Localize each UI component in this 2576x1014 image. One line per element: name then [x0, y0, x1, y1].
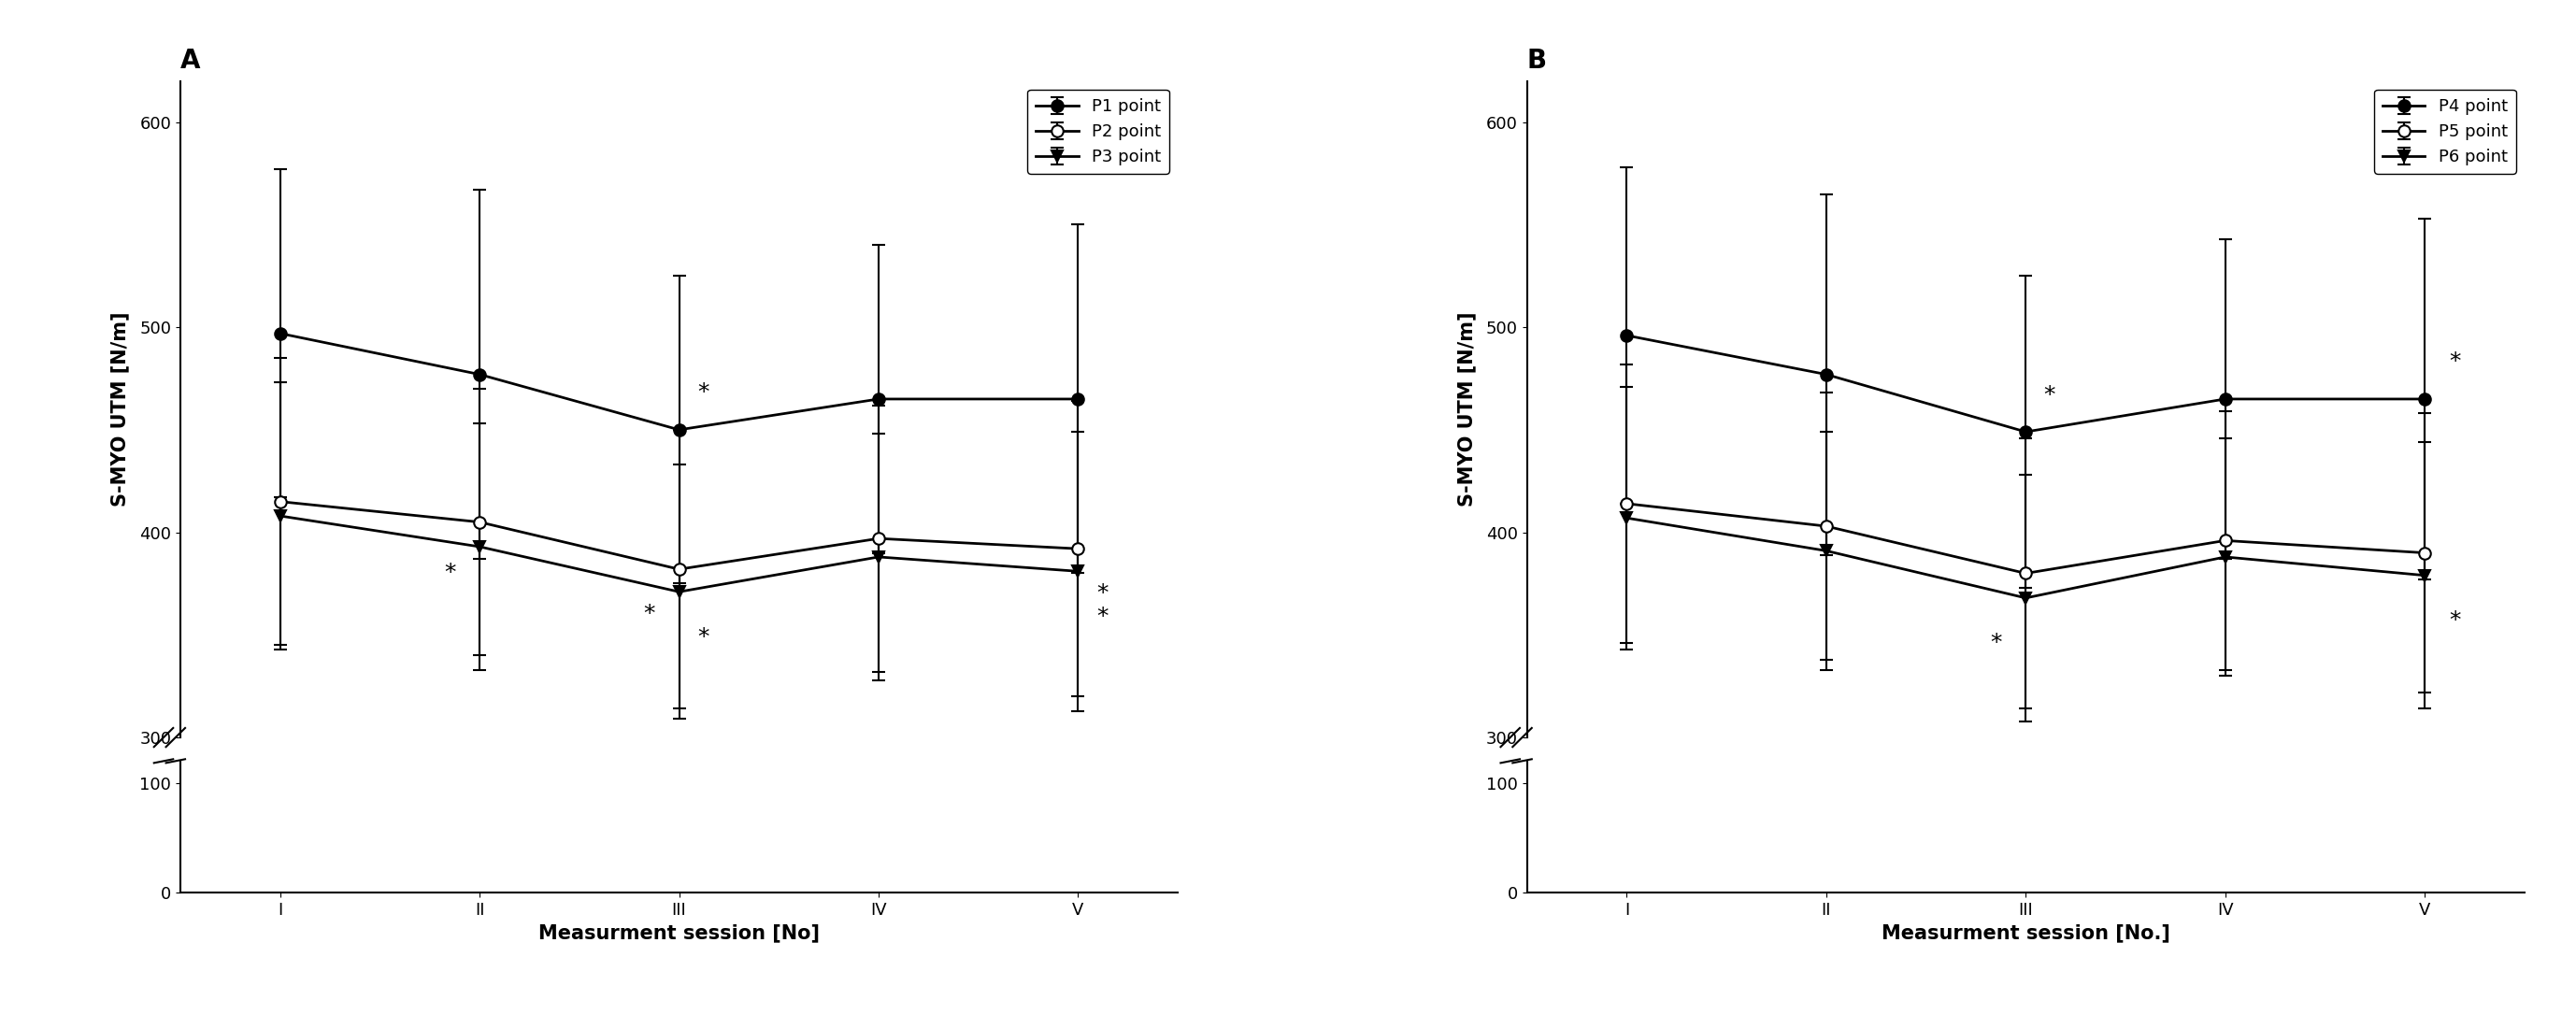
Y-axis label: S-MYO UTM [N/m]: S-MYO UTM [N/m] — [111, 312, 129, 507]
X-axis label: Measurment session [No]: Measurment session [No] — [538, 924, 819, 942]
Text: B: B — [1528, 48, 1546, 74]
Text: *: * — [443, 562, 456, 584]
Text: *: * — [698, 381, 708, 405]
Text: *: * — [644, 603, 654, 626]
Text: *: * — [2450, 351, 2460, 373]
Text: *: * — [2450, 609, 2460, 632]
Text: *: * — [1097, 583, 1108, 605]
Text: *: * — [2043, 383, 2056, 407]
Text: *: * — [1991, 632, 2002, 654]
Y-axis label: S-MYO UTM [N/m]: S-MYO UTM [N/m] — [1458, 312, 1476, 507]
Legend: P1 point, P2 point, P3 point: P1 point, P2 point, P3 point — [1028, 89, 1170, 173]
Text: *: * — [1097, 605, 1108, 628]
Text: A: A — [180, 48, 201, 74]
X-axis label: Measurment session [No.]: Measurment session [No.] — [1880, 924, 2169, 942]
Legend: P4 point, P5 point, P6 point: P4 point, P5 point, P6 point — [2375, 89, 2517, 173]
Text: *: * — [698, 626, 708, 648]
